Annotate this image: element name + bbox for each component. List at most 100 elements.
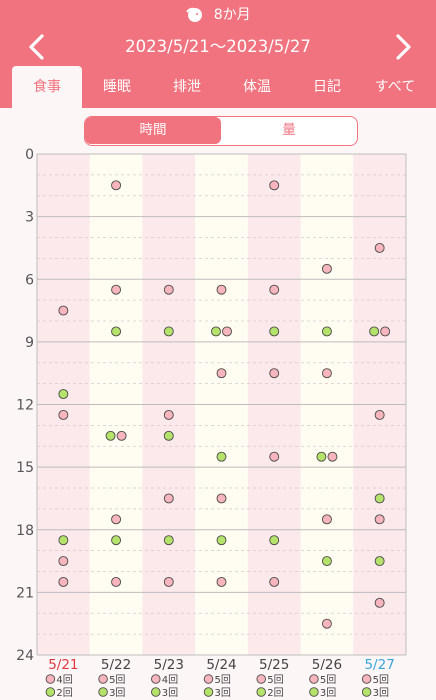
date-range-title: 2023/5/21〜2023/5/27: [125, 37, 311, 56]
pink-meal-point: [374, 514, 385, 525]
pink-count-label: 5回: [109, 674, 125, 686]
day-label: 5/23: [154, 657, 184, 673]
y-tick-label: 12: [16, 398, 34, 414]
pink-meal-point: [58, 409, 69, 420]
y-tick-label: 18: [16, 523, 34, 539]
pink-count-label: 5回: [215, 674, 231, 686]
age-label: 8か月: [213, 7, 251, 23]
pink-meal-point: [327, 451, 338, 462]
pink-meal-point: [163, 493, 174, 504]
pink-meal-point: [321, 263, 332, 274]
pink-count-dot: [98, 674, 108, 684]
pink-count-label: 4回: [56, 674, 72, 686]
pink-count-dot: [45, 674, 56, 684]
green-count-label: 3回: [162, 687, 178, 699]
pink-meal-point: [216, 284, 227, 295]
green-meal-point: [374, 493, 385, 504]
pink-meal-point: [269, 451, 280, 462]
green-meal-point: [111, 326, 122, 337]
pink-meal-point: [374, 242, 385, 253]
green-meal-point: [211, 326, 221, 337]
tab-sleep[interactable]: 睡眠: [103, 79, 131, 95]
pink-meal-point: [374, 597, 385, 608]
day-label: 5/22: [101, 657, 131, 673]
day-label: 5/27: [364, 657, 394, 673]
green-meal-point: [316, 451, 327, 462]
tab-temperature[interactable]: 体温: [243, 79, 271, 95]
app-header: 8か月 2023/5/21〜2023/5/27 食事 睡眠 排泄 体温 日記 す…: [0, 0, 436, 110]
pink-count-label: 5回: [373, 674, 389, 686]
pink-meal-point: [58, 576, 69, 587]
green-count-label: 3回: [320, 687, 336, 699]
pink-meal-point: [269, 576, 280, 587]
green-count-dot: [361, 687, 372, 697]
green-count-label: 3回: [215, 687, 231, 699]
pink-meal-point: [269, 180, 280, 191]
category-tabs: 食事 睡眠 排泄 体温 日記 すべて: [0, 66, 436, 110]
green-meal-point: [111, 535, 122, 546]
pink-meal-point: [58, 556, 69, 567]
green-count-label: 3回: [109, 687, 125, 699]
chevron-right-icon: [396, 34, 411, 60]
pink-count-label: 5回: [267, 674, 283, 686]
green-meal-point: [58, 389, 69, 400]
day-label: 5/26: [312, 657, 342, 673]
y-tick-label: 9: [25, 335, 34, 351]
baby-icon: [186, 7, 203, 22]
pink-meal-point: [111, 514, 122, 525]
green-meal-point: [369, 326, 380, 337]
pink-meal-point: [374, 409, 385, 420]
pink-count-dot: [203, 674, 214, 684]
pink-meal-point: [163, 409, 174, 420]
green-count-dot: [45, 687, 56, 697]
next-week-button[interactable]: [386, 30, 420, 64]
amount-view-button[interactable]: 量: [282, 122, 296, 138]
tab-all[interactable]: すべて: [374, 79, 416, 95]
green-count-label: 3回: [373, 687, 389, 699]
green-meal-point: [163, 535, 174, 546]
green-meal-point: [374, 556, 385, 567]
day-label: 5/21: [48, 657, 78, 673]
pink-meal-point: [58, 305, 69, 316]
day-label: 5/25: [259, 657, 289, 673]
green-meal-point: [105, 430, 116, 441]
pink-count-label: 5回: [320, 674, 336, 686]
view-toggle: 時間 量: [84, 116, 358, 146]
y-tick-label: 3: [25, 210, 34, 226]
pink-meal-point: [216, 493, 227, 504]
green-count-label: 2回: [267, 687, 283, 699]
y-tick-label: 6: [25, 272, 34, 288]
pink-meal-point: [269, 368, 280, 379]
green-count-dot: [151, 687, 161, 697]
time-view-button[interactable]: 時間: [85, 117, 221, 144]
pink-meal-point: [163, 576, 174, 587]
day-label: 5/24: [206, 657, 236, 673]
green-count-dot: [309, 687, 319, 697]
pink-meal-point: [111, 576, 122, 587]
pink-count-dot: [256, 674, 266, 684]
green-meal-point: [269, 535, 280, 546]
pink-count-dot: [151, 674, 161, 684]
y-tick-label: 0: [25, 147, 34, 163]
pink-meal-point: [163, 284, 174, 295]
green-meal-point: [321, 326, 332, 337]
tab-excretion[interactable]: 排泄: [173, 79, 201, 95]
y-tick-label: 24: [16, 648, 34, 664]
pink-meal-point: [222, 326, 232, 337]
tab-meal[interactable]: 食事: [12, 66, 82, 110]
green-meal-point: [269, 326, 280, 337]
green-meal-point: [321, 556, 332, 567]
green-meal-point: [58, 535, 69, 546]
pink-meal-point: [216, 368, 227, 379]
pink-meal-point: [321, 368, 332, 379]
pink-meal-point: [111, 284, 122, 295]
green-count-dot: [98, 687, 108, 697]
green-count-label: 2回: [56, 687, 72, 699]
previous-week-button[interactable]: [20, 30, 54, 64]
pink-meal-point: [116, 430, 127, 441]
green-count-dot: [203, 687, 214, 697]
tab-diary[interactable]: 日記: [313, 79, 341, 95]
y-tick-label: 21: [16, 585, 34, 601]
pink-meal-point: [321, 514, 332, 525]
